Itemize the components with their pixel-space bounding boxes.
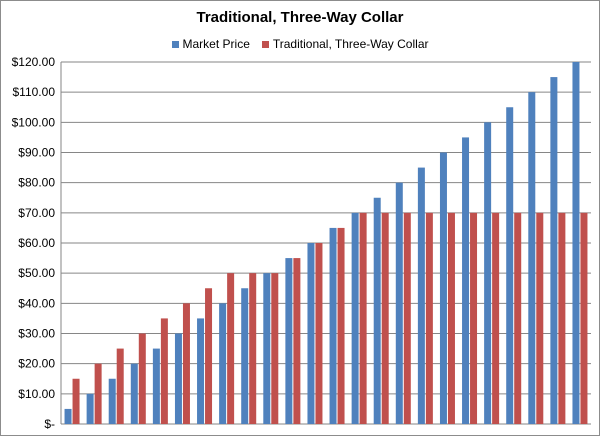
legend-label-market-price: Market Price — [182, 37, 250, 51]
bar-market-price — [152, 348, 160, 424]
bar-collar — [425, 212, 433, 424]
bar-market-price — [219, 303, 227, 424]
bar-collar — [359, 212, 367, 424]
bar-collar — [72, 378, 80, 424]
bar-collar — [205, 288, 213, 424]
bar-market-price — [484, 122, 492, 424]
y-tick-label: $120.00 — [12, 55, 56, 69]
y-tick-label: $20.00 — [18, 357, 55, 371]
bar-collar — [160, 318, 168, 424]
bar-collar — [116, 348, 124, 424]
bar-collar — [580, 212, 588, 424]
bar-collar — [249, 273, 257, 424]
bar-collar — [447, 212, 455, 424]
bar-market-price — [108, 378, 116, 424]
y-tick-label: $50.00 — [18, 266, 55, 280]
bar-market-price — [439, 152, 447, 424]
legend-label-collar: Traditional, Three-Way Collar — [272, 37, 429, 51]
legend-item-collar: Traditional, Three-Way Collar — [261, 37, 429, 51]
bar-collar — [271, 273, 279, 424]
y-tick-label: $70.00 — [18, 206, 55, 220]
legend-item-market-price: Market Price — [171, 37, 250, 51]
bar-market-price — [263, 273, 271, 424]
bar-collar — [558, 212, 566, 424]
y-tick-label: $80.00 — [18, 176, 55, 190]
bar-market-price — [174, 333, 182, 424]
bar-collar — [94, 363, 102, 424]
bar-market-price — [329, 227, 337, 424]
bar-market-price — [130, 363, 138, 424]
bar-collar — [470, 212, 478, 424]
bar-market-price — [241, 288, 249, 424]
bar-collar — [337, 227, 345, 424]
y-tick-label: $110.00 — [13, 85, 56, 99]
bar-market-price — [550, 77, 558, 424]
bar-market-price — [462, 137, 470, 424]
bar-market-price — [86, 393, 94, 424]
bar-market-price — [395, 182, 403, 424]
bar-market-price — [572, 62, 580, 424]
bar-collar — [293, 258, 301, 424]
bar-market-price — [351, 212, 359, 424]
y-tick-label: $90.00 — [18, 146, 55, 160]
bar-collar — [403, 212, 411, 424]
bar-market-price — [64, 408, 72, 424]
bar-collar — [227, 273, 235, 424]
bar-market-price — [307, 243, 315, 424]
bar-market-price — [373, 197, 381, 424]
y-tick-label: $30.00 — [18, 327, 55, 341]
bar-collar — [182, 303, 190, 424]
chart-title: Traditional, Three-Way Collar — [196, 9, 404, 26]
bar-collar — [315, 243, 323, 424]
bar-collar — [514, 212, 522, 424]
bar-collar — [536, 212, 544, 424]
y-tick-label: $40.00 — [18, 296, 55, 310]
bar-collar — [381, 212, 389, 424]
bar-market-price — [528, 92, 536, 425]
legend-swatch-market-price — [171, 40, 179, 48]
bar-collar — [492, 212, 500, 424]
bar-market-price — [285, 258, 293, 424]
y-tick-label: $- — [44, 417, 55, 431]
bar-collar — [138, 333, 146, 424]
legend: Market Price Traditional, Three-Way Coll… — [1, 37, 599, 51]
bar-market-price — [506, 107, 514, 424]
y-tick-label: $10.00 — [18, 387, 55, 401]
bar-market-price — [417, 167, 425, 425]
legend-swatch-collar — [261, 40, 269, 48]
bar-market-price — [197, 318, 205, 424]
y-tick-label: $60.00 — [18, 236, 55, 250]
y-tick-label: $100.00 — [12, 115, 56, 129]
